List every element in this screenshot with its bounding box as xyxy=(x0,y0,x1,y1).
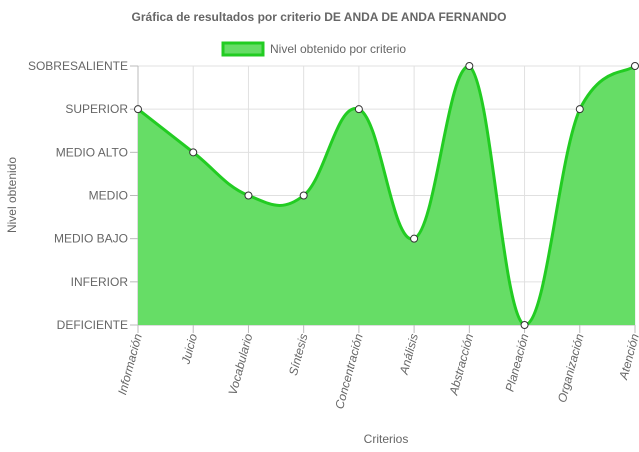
x-axis-ticks: Información Juicio Vocabulario Síntesis Conc… xyxy=(115,325,639,411)
data-point[interactable] xyxy=(520,321,529,329)
x-tick-label: Juicio xyxy=(178,332,200,367)
x-tick-label: Concentración xyxy=(332,332,366,411)
y-tick-label: MEDIO xyxy=(89,189,128,203)
data-point[interactable] xyxy=(354,105,363,114)
series-area-fill xyxy=(138,66,635,325)
y-tick-label: SUPERIOR xyxy=(65,102,128,116)
x-tick-label: Vocabulario xyxy=(226,332,256,397)
data-points xyxy=(134,62,639,329)
data-point[interactable] xyxy=(631,62,639,70)
data-point[interactable] xyxy=(465,62,474,70)
data-point[interactable] xyxy=(410,234,419,243)
y-tick-label: MEDIO ALTO xyxy=(56,145,128,159)
legend-swatch xyxy=(221,41,265,57)
plot-area xyxy=(137,64,636,327)
data-point[interactable] xyxy=(299,191,308,200)
y-tick-label: INFERIOR xyxy=(71,275,129,289)
y-tick-label: DEFICIENTE xyxy=(57,318,128,332)
x-tick-label: Organización xyxy=(555,332,587,404)
y-tick-label: SOBRESALIENTE xyxy=(28,59,128,73)
y-tick-label: MEDIO BAJO xyxy=(54,232,128,246)
x-tick-label: Atención xyxy=(616,332,639,382)
legend[interactable]: Nivel obtenido por criterio xyxy=(221,41,406,57)
x-tick-label: Síntesis xyxy=(286,332,311,377)
data-point[interactable] xyxy=(134,105,142,114)
legend-label: Nivel obtenido por criterio xyxy=(270,42,406,56)
data-point[interactable] xyxy=(189,148,198,157)
y-axis-ticks: DEFICIENTE INFERIOR MEDIO BAJO MEDIO MEDIO A… xyxy=(28,59,138,332)
x-tick-label: Información xyxy=(115,332,145,396)
x-axis-title: Criterios xyxy=(364,432,409,446)
x-tick-label: Planeación xyxy=(503,332,532,393)
x-tick-label: Abstracción xyxy=(446,332,476,397)
data-point[interactable] xyxy=(244,191,253,200)
chart-title: Gráfica de resultados por criterio DE AN… xyxy=(132,10,507,24)
data-point[interactable] xyxy=(575,105,584,114)
x-tick-label: Análisis xyxy=(397,332,421,377)
y-axis-title: Nivel obtenido xyxy=(5,157,19,233)
